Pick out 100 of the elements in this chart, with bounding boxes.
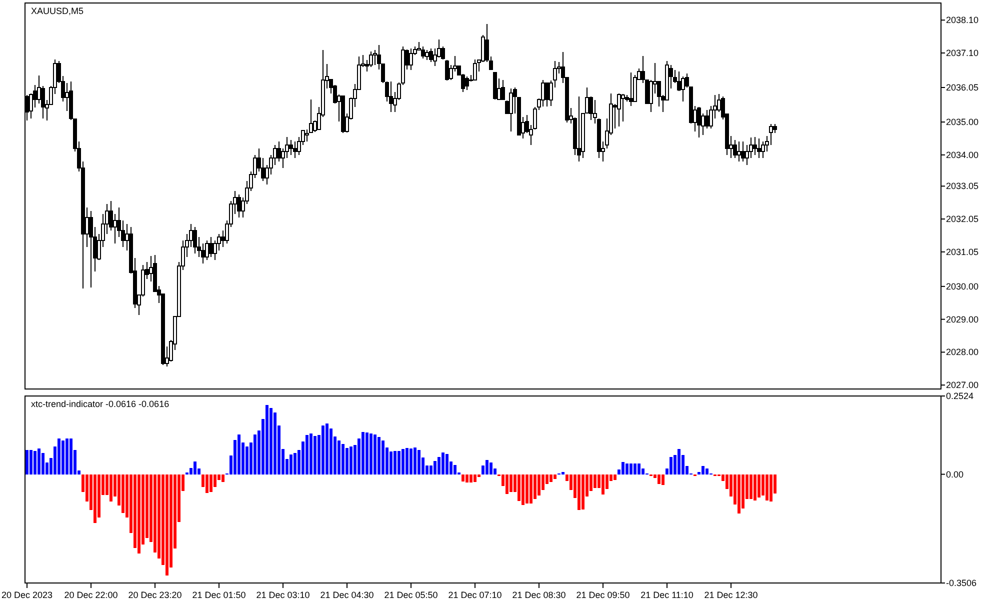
bar	[446, 454, 448, 474]
bar	[274, 412, 276, 474]
y-tick-label: 0.2524	[946, 391, 974, 401]
bar	[58, 438, 60, 474]
bar	[658, 474, 660, 484]
candlestick	[445, 60, 449, 82]
candlestick	[113, 214, 117, 244]
y-tick-label: 2027.00	[946, 380, 979, 390]
bar	[266, 404, 268, 474]
bar	[758, 474, 760, 498]
bar	[310, 434, 312, 474]
bar	[462, 474, 464, 482]
bar	[122, 474, 124, 514]
candlestick	[769, 123, 773, 146]
y-tick-label: 2029.00	[946, 314, 979, 324]
bar	[138, 474, 140, 554]
bar	[314, 436, 316, 474]
bar	[338, 440, 340, 474]
bar	[506, 474, 508, 494]
bar	[518, 474, 520, 501]
bar	[94, 474, 96, 523]
bar	[34, 451, 36, 474]
y-tick-label: 2030.00	[946, 281, 979, 292]
bar	[554, 474, 556, 480]
bar	[290, 454, 292, 474]
candlestick	[737, 141, 741, 162]
bar	[438, 456, 440, 474]
bar	[594, 474, 596, 488]
bar	[766, 474, 768, 501]
bar	[538, 474, 540, 496]
bar	[582, 474, 584, 510]
y-tick-label: 2033.05	[946, 181, 979, 192]
bar	[510, 474, 512, 492]
bar	[454, 464, 456, 474]
candlestick	[237, 194, 241, 218]
candlestick	[429, 48, 433, 62]
y-tick-label: 2034.00	[946, 150, 979, 160]
candlestick	[697, 106, 701, 138]
bar	[110, 474, 112, 502]
bar	[210, 474, 212, 492]
x-tick-label: 21 Dec 09:50	[576, 590, 630, 600]
candlestick	[293, 141, 297, 159]
bar	[346, 448, 348, 474]
bar	[394, 451, 396, 474]
bar	[442, 452, 444, 474]
x-tick-label: 21 Dec 12:30	[704, 590, 758, 600]
candlestick	[741, 141, 745, 162]
candlestick	[705, 110, 709, 129]
bar	[410, 448, 412, 474]
candlestick	[617, 92, 621, 128]
x-tick-label: 21 Dec 03:10	[256, 590, 310, 600]
candlestick	[421, 46, 425, 60]
x-tick-label: 21 Dec 11:10	[640, 590, 694, 600]
bar	[706, 468, 708, 474]
y-tick-label: 2038.10	[946, 15, 979, 26]
bar	[474, 474, 476, 482]
bar	[630, 464, 632, 474]
bar	[562, 472, 564, 474]
chart-title: xtc-trend-indicator -0.0616 -0.0616	[31, 399, 170, 409]
x-tick-label: 21 Dec 07:10	[448, 590, 502, 600]
bar	[678, 449, 680, 474]
candlestick	[577, 96, 581, 162]
candlestick	[369, 51, 373, 68]
bar	[770, 474, 772, 502]
bar	[434, 460, 436, 474]
bar	[750, 474, 752, 499]
candlestick	[509, 88, 513, 132]
bar	[390, 452, 392, 474]
candlestick	[209, 236, 213, 258]
y-tick-label: 2036.05	[946, 82, 979, 92]
candlestick	[501, 79, 505, 100]
bar	[406, 448, 408, 474]
bar	[402, 448, 404, 474]
bar	[30, 450, 32, 474]
bar	[638, 464, 640, 474]
bar	[322, 426, 324, 474]
bar	[238, 434, 240, 474]
bar	[550, 474, 552, 482]
candlestick	[425, 50, 429, 61]
candlestick	[409, 48, 413, 71]
bar	[662, 474, 664, 486]
y-tick-label: 0.00	[946, 469, 964, 480]
bar	[634, 464, 636, 474]
bar	[490, 462, 492, 474]
bar	[362, 432, 364, 474]
bar	[470, 474, 472, 483]
x-tick-label: 20 Dec 22:00	[64, 590, 118, 600]
bar	[70, 438, 72, 474]
x-tick-label: 21 Dec 05:50	[384, 590, 438, 600]
candlestick	[205, 240, 209, 261]
bar	[670, 456, 672, 474]
bar	[702, 466, 704, 474]
candlestick	[545, 82, 549, 108]
bar	[526, 474, 528, 504]
bar	[66, 438, 68, 474]
candlestick	[621, 94, 625, 122]
candlestick	[473, 59, 477, 82]
bar	[342, 444, 344, 474]
candlestick	[389, 81, 393, 112]
bar	[222, 474, 224, 482]
